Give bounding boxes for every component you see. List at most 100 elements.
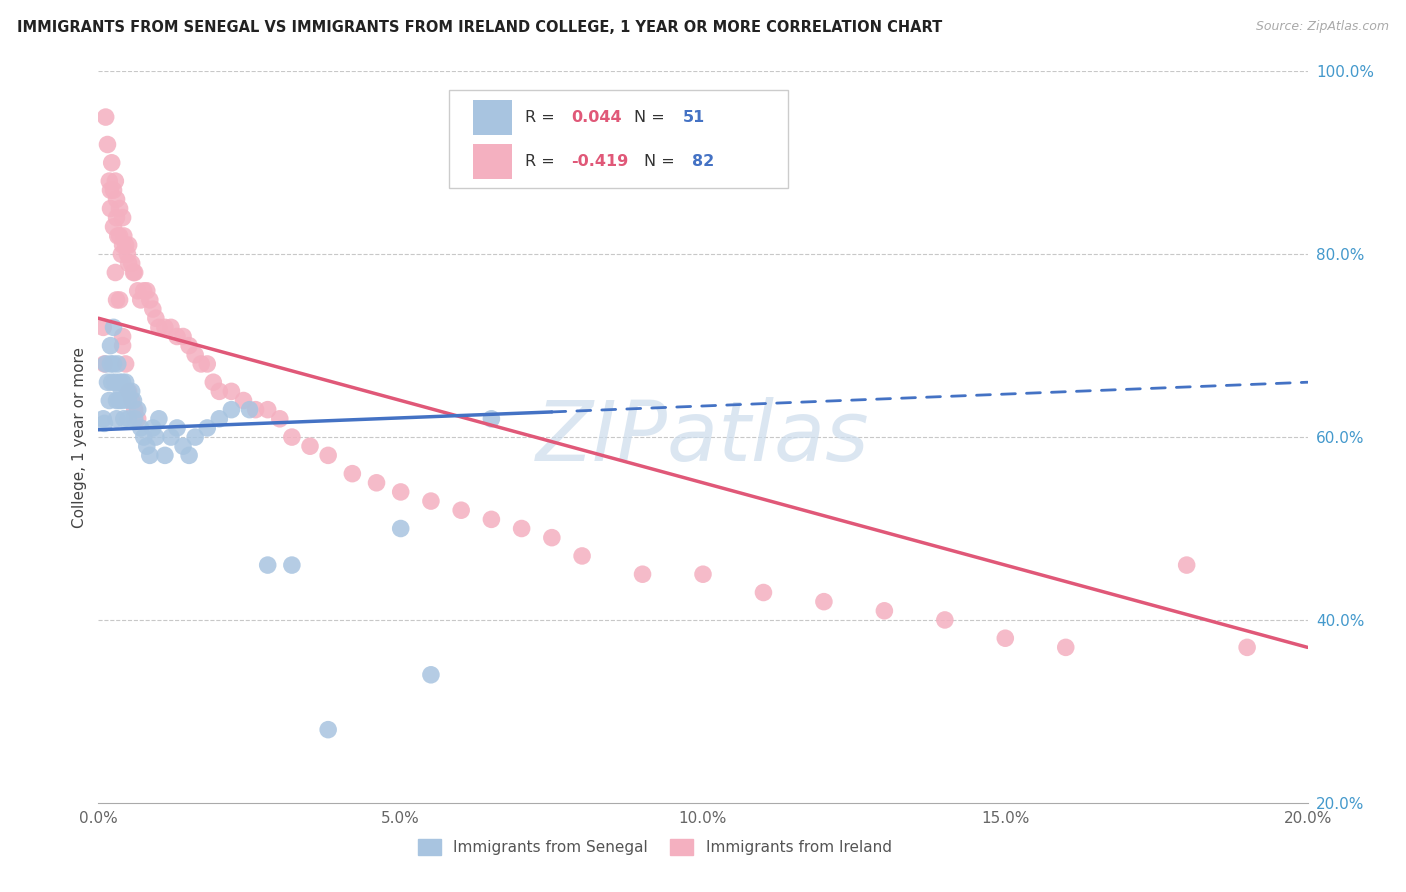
Point — [118, 384, 141, 399]
Point — [122, 393, 145, 408]
Point — [108, 293, 131, 307]
Point — [111, 329, 134, 343]
Text: 82: 82 — [692, 154, 714, 169]
Point — [281, 430, 304, 444]
Point — [111, 339, 134, 353]
Point — [121, 256, 143, 270]
Point — [256, 402, 278, 417]
FancyBboxPatch shape — [474, 100, 512, 136]
Point — [202, 375, 225, 389]
Point — [110, 247, 132, 261]
Point — [166, 421, 188, 435]
Point — [100, 183, 122, 197]
Point — [108, 375, 131, 389]
Point — [172, 439, 194, 453]
Point — [256, 558, 278, 573]
Point — [232, 393, 254, 408]
Point — [184, 430, 207, 444]
Point — [160, 320, 183, 334]
Point — [94, 357, 117, 371]
Point — [692, 567, 714, 582]
Point — [342, 467, 364, 481]
Point — [117, 384, 139, 399]
Point — [103, 357, 125, 371]
Text: 51: 51 — [682, 111, 704, 125]
Point — [96, 137, 118, 152]
Point — [1054, 640, 1077, 655]
Point — [299, 439, 322, 453]
Point — [129, 421, 152, 435]
Point — [190, 357, 212, 371]
Point — [142, 421, 165, 435]
Point — [160, 430, 183, 444]
Point — [245, 402, 267, 417]
Text: R =: R = — [526, 154, 560, 169]
Point — [100, 155, 122, 169]
Point — [96, 375, 118, 389]
Point — [481, 512, 503, 526]
Point — [100, 202, 122, 216]
Point — [994, 632, 1017, 646]
Point — [103, 219, 125, 234]
Point — [269, 412, 291, 426]
Point — [179, 339, 201, 353]
Point — [510, 521, 533, 535]
Point — [117, 247, 139, 261]
Point — [239, 402, 262, 417]
Point — [540, 531, 562, 545]
Point — [118, 256, 141, 270]
Point — [108, 229, 131, 244]
Point — [129, 293, 152, 307]
Point — [172, 329, 194, 343]
Point — [450, 503, 472, 517]
Point — [103, 183, 125, 197]
Point — [139, 293, 162, 307]
Point — [127, 412, 149, 426]
Legend: Immigrants from Senegal, Immigrants from Ireland: Immigrants from Senegal, Immigrants from… — [412, 833, 897, 861]
Point — [122, 266, 145, 280]
Text: Source: ZipAtlas.com: Source: ZipAtlas.com — [1256, 20, 1389, 33]
Point — [148, 320, 170, 334]
Point — [145, 311, 167, 326]
Point — [195, 357, 218, 371]
Point — [145, 430, 167, 444]
Point — [107, 229, 129, 244]
Point — [208, 384, 231, 399]
Text: -0.419: -0.419 — [571, 154, 628, 169]
Point — [934, 613, 956, 627]
Point — [571, 549, 593, 563]
Text: N =: N = — [634, 111, 669, 125]
Point — [142, 302, 165, 317]
Point — [114, 357, 136, 371]
Point — [107, 357, 129, 371]
Point — [481, 412, 503, 426]
Point — [118, 393, 141, 408]
Point — [420, 494, 443, 508]
Point — [114, 375, 136, 389]
Point — [118, 412, 141, 426]
Point — [184, 348, 207, 362]
Point — [98, 393, 121, 408]
Point — [132, 430, 155, 444]
Point — [420, 667, 443, 681]
Point — [135, 439, 157, 453]
Point — [752, 585, 775, 599]
Text: 0.044: 0.044 — [571, 111, 621, 125]
FancyBboxPatch shape — [449, 90, 787, 188]
Point — [105, 193, 128, 207]
Point — [111, 238, 134, 252]
Point — [153, 449, 176, 463]
Point — [153, 320, 176, 334]
Point — [132, 284, 155, 298]
Point — [124, 266, 146, 280]
Y-axis label: College, 1 year or more: College, 1 year or more — [72, 347, 87, 527]
Point — [94, 110, 117, 124]
Point — [111, 211, 134, 225]
Point — [813, 594, 835, 608]
Point — [389, 484, 412, 499]
Point — [221, 402, 243, 417]
Point — [208, 412, 231, 426]
Point — [110, 384, 132, 399]
Point — [100, 375, 122, 389]
Text: ZIPatlas: ZIPatlas — [536, 397, 870, 477]
